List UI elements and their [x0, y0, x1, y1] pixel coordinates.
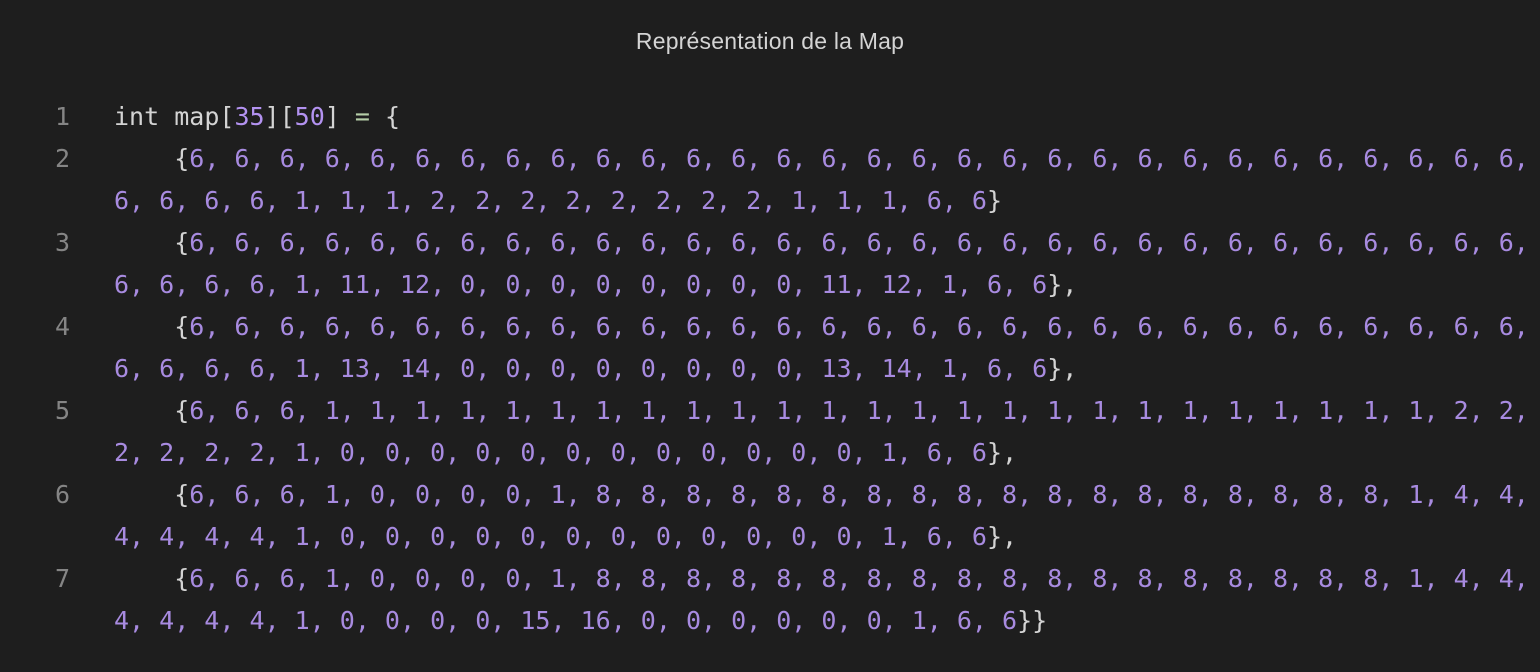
line-content: {6, 6, 6, 1, 0, 0, 0, 0, 1, 8, 8, 8, 8, … [114, 474, 1540, 558]
row-close: }, [986, 438, 1018, 467]
code-line: 2 {6, 6, 6, 6, 6, 6, 6, 6, 6, 6, 6, 6, 6… [0, 138, 1540, 222]
line-number: 7 [54, 564, 70, 593]
code-line: 5 {6, 6, 6, 1, 1, 1, 1, 1, 1, 1, 1, 1, 1… [0, 390, 1540, 474]
line-number: 4 [54, 312, 70, 341]
line-content: {6, 6, 6, 6, 6, 6, 6, 6, 6, 6, 6, 6, 6, … [114, 222, 1540, 306]
open-brace: { [385, 102, 401, 131]
row-values: 6, 6, 6, 1, 1, 1, 1, 1, 1, 1, 1, 1, 1, 1… [114, 396, 1529, 467]
row-values: 6, 6, 6, 6, 6, 6, 6, 6, 6, 6, 6, 6, 6, 6… [114, 228, 1529, 299]
snippet-title: Représentation de la Map [635, 28, 905, 54]
variable-name: map [174, 102, 220, 131]
code-line: 3 {6, 6, 6, 6, 6, 6, 6, 6, 6, 6, 6, 6, 6… [0, 222, 1540, 306]
line-number: 1 [54, 102, 70, 131]
code-line: 6 {6, 6, 6, 1, 0, 0, 0, 0, 1, 8, 8, 8, 8… [0, 474, 1540, 558]
row-values: 6, 6, 6, 1, 0, 0, 0, 0, 1, 8, 8, 8, 8, 8… [114, 564, 1529, 635]
dimension-1: 35 [234, 102, 265, 131]
line-content: {6, 6, 6, 1, 0, 0, 0, 0, 1, 8, 8, 8, 8, … [114, 558, 1540, 642]
row-values: 6, 6, 6, 6, 6, 6, 6, 6, 6, 6, 6, 6, 6, 6… [114, 312, 1529, 383]
code-line: 1 int map[35][50] = { [0, 96, 1540, 138]
row-close: }, [986, 522, 1018, 551]
line-number: 3 [54, 228, 70, 257]
line-content: {6, 6, 6, 6, 6, 6, 6, 6, 6, 6, 6, 6, 6, … [114, 138, 1540, 222]
row-values: 6, 6, 6, 6, 6, 6, 6, 6, 6, 6, 6, 6, 6, 6… [114, 144, 1529, 215]
row-close: }, [1047, 270, 1078, 299]
code-block: 1 int map[35][50] = { 2 {6, 6, 6, 6, 6, … [0, 96, 1540, 642]
type-keyword: int [114, 102, 160, 131]
row-close: } [986, 186, 1003, 215]
assign-operator: = [354, 102, 370, 131]
line-content: {6, 6, 6, 6, 6, 6, 6, 6, 6, 6, 6, 6, 6, … [114, 306, 1540, 390]
line-content: int map[35][50] = { [114, 102, 401, 131]
line-number: 5 [54, 396, 70, 425]
line-number: 6 [54, 480, 70, 509]
row-close: }} [1017, 606, 1048, 635]
row-close: }, [1047, 354, 1078, 383]
code-line: 4 {6, 6, 6, 6, 6, 6, 6, 6, 6, 6, 6, 6, 6… [0, 306, 1540, 390]
dimension-2: 50 [294, 102, 325, 131]
row-values: 6, 6, 6, 1, 0, 0, 0, 0, 1, 8, 8, 8, 8, 8… [114, 480, 1529, 551]
line-number: 2 [54, 144, 70, 173]
code-line: 7 {6, 6, 6, 1, 0, 0, 0, 0, 1, 8, 8, 8, 8… [0, 558, 1540, 642]
line-content: {6, 6, 6, 1, 1, 1, 1, 1, 1, 1, 1, 1, 1, … [114, 390, 1540, 474]
